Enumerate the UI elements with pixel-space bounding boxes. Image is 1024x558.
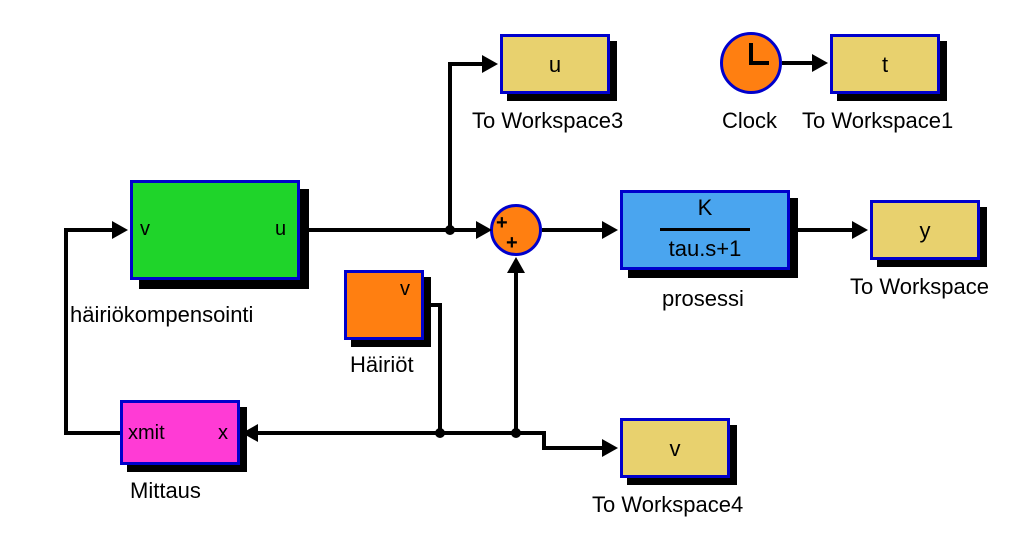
simulink-diagram: v u häiriökompensointi v Häiriöt xmit x … (0, 0, 1024, 558)
wire-up-to-wsu-h (448, 62, 484, 66)
mittaus-port-in: x (218, 422, 228, 445)
ws-u-var: u (500, 52, 610, 78)
wire-rail-to-wsv-h (542, 446, 604, 450)
mittaus-label: Mittaus (130, 478, 201, 504)
wire-junction-to-sum (450, 228, 478, 232)
prosessi-fraction-line (660, 228, 750, 231)
arrow-into-wsy (852, 221, 868, 239)
wire-comp-to-junction (300, 228, 450, 232)
arrow-into-wst (812, 54, 828, 72)
arrow-into-mittaus (242, 424, 258, 442)
prosessi-denominator: tau.s+1 (620, 236, 790, 262)
prosessi-label: prosessi (662, 286, 744, 312)
hairiot-block[interactable] (344, 270, 424, 340)
hairiot-port-out: v (400, 278, 410, 301)
ws-t-var: t (830, 52, 940, 78)
wire-up-to-wsu-v (448, 62, 452, 232)
prosessi-numerator: K (620, 195, 790, 221)
ws-y-label: To Workspace (850, 274, 989, 300)
ws-v-var: v (620, 436, 730, 462)
ws-v-label: To Workspace4 (592, 492, 743, 518)
wire-bottom-rail (256, 431, 516, 435)
clock-label: Clock (722, 108, 777, 134)
arrow-into-sum-bottom (507, 257, 525, 273)
ws-y-var: y (870, 218, 980, 244)
arrow-into-wsv (602, 439, 618, 457)
compensation-port-in: v (140, 218, 150, 241)
ws-u-label: To Workspace3 (472, 108, 623, 134)
wire-sum-to-prosessi (542, 228, 604, 232)
arrow-into-sum-left (476, 221, 492, 239)
arrow-into-comp (112, 221, 128, 239)
wire-prosessi-to-wsy (790, 228, 854, 232)
ws-t-label: To Workspace1 (802, 108, 953, 134)
wire-rail-to-sum-v (514, 272, 518, 435)
compensation-port-out: u (275, 218, 286, 241)
wire-feedback-v (64, 228, 68, 435)
arrow-into-wsu (482, 55, 498, 73)
mittaus-port-out: xmit (128, 422, 165, 445)
clock-hand-h (749, 61, 769, 65)
sum-plus-bottom: + (506, 232, 518, 255)
wire-feedback-h (64, 228, 114, 232)
hairiot-label: Häiriöt (350, 352, 414, 378)
compensation-label: häiriökompensointi (70, 302, 253, 328)
wire-clock-to-wst (782, 61, 814, 65)
wire-mittaus-out-h (64, 431, 120, 435)
arrow-into-prosessi (602, 221, 618, 239)
wire-hairiot-out-v (438, 303, 442, 434)
node-rail-hairiot (435, 428, 445, 438)
